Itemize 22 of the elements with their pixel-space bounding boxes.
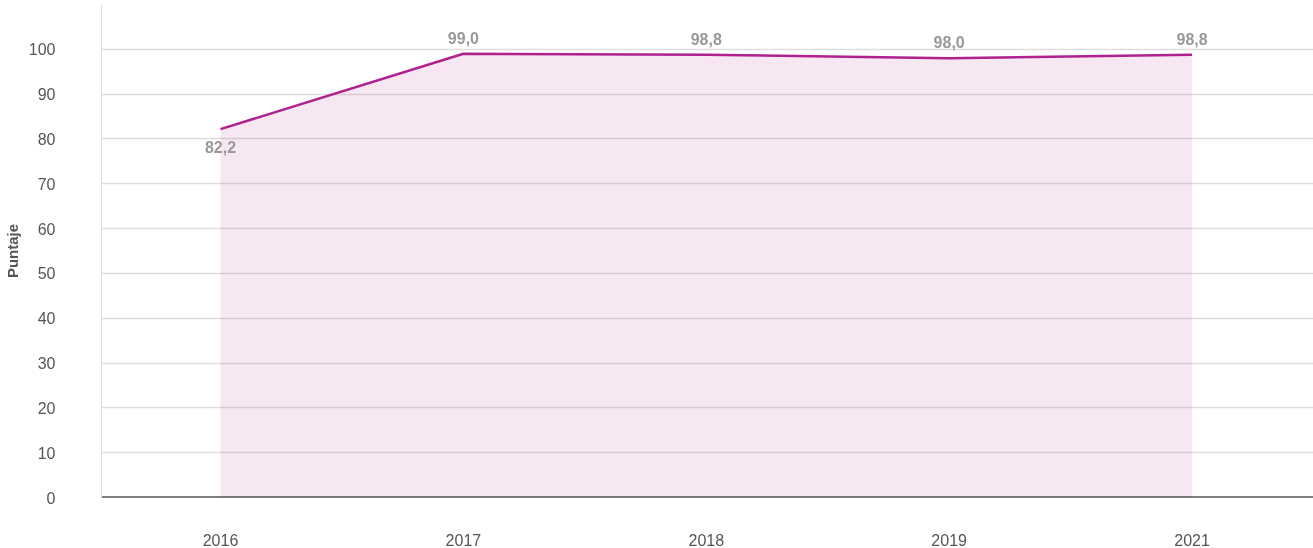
data-label: 98,8 <box>1176 30 1208 48</box>
data-label: 82,2 <box>204 139 237 157</box>
x-tick-label: 2021 <box>1174 531 1210 548</box>
x-tick-label: 2017 <box>445 531 482 548</box>
data-label: 99,0 <box>447 29 480 47</box>
y-tick-label: 90 <box>37 86 56 104</box>
x-tick-label: 2018 <box>688 531 725 548</box>
y-axis-title: Puntaje <box>3 223 21 279</box>
data-label: 98,0 <box>933 34 965 52</box>
x-tick-label: 2016 <box>202 531 239 548</box>
x-tick-label: 2019 <box>931 531 968 548</box>
y-tick-label: 30 <box>37 355 56 373</box>
y-tick-label: 70 <box>37 175 56 193</box>
y-tick-label: 40 <box>37 310 56 328</box>
y-tick-label: 80 <box>37 130 56 148</box>
y-tick-label: 20 <box>37 399 56 417</box>
data-label: 98,8 <box>690 30 722 48</box>
y-tick-label: 0 <box>46 489 56 507</box>
y-tick-label: 100 <box>28 41 56 59</box>
y-tick-label: 10 <box>37 444 56 462</box>
y-tick-label: 60 <box>37 220 56 238</box>
y-tick-label: 50 <box>37 265 56 283</box>
